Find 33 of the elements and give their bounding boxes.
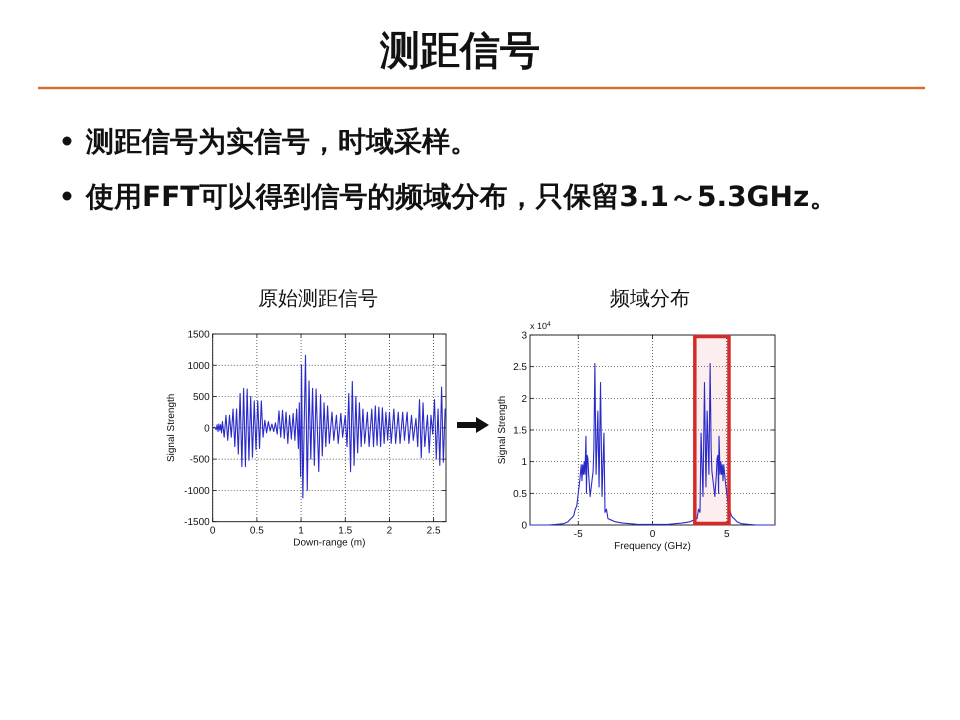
chart-title: 频域分布 [610,286,690,310]
chart-title: 原始测距信号 [258,286,378,310]
line-series [529,362,776,526]
text: 测距信号 [379,28,540,74]
y-tick-label: 0.5 [513,488,528,500]
y-tick-label: 2 [521,394,528,405]
x-tick-label: -5 [574,529,584,540]
y-tick-label: 1.5 [513,426,528,436]
y-tick-label: 1500 [187,330,210,340]
y-tick-label: 1 [521,457,528,468]
y-tick-label: 500 [193,392,210,404]
y-tick-label: 3 [521,330,528,342]
y-axis-title: Signal Strength [166,394,177,462]
x-tick-label: 0 [650,529,656,540]
x-axis-title: Frequency (GHz) [614,541,691,552]
y-tick-label: -500 [190,454,210,466]
x-tick-label: 2 [386,526,393,537]
x-tick-label: 1 [298,526,304,537]
text: x 10$^{4}$ [530,320,552,331]
text: 测距信号为实信号，时域采样。 [85,125,478,158]
y-tick-label: 2.5 [513,362,528,374]
y-axis-title: Signal Strength [497,396,508,464]
y-tick-label: -1000 [184,486,210,497]
x-tick-label: 5 [724,529,730,540]
text: 使用FFT可以得到信号的频域分布，只保留3.1～5.3GHz。 [85,180,838,213]
y-tick-label: -1500 [184,517,210,528]
x-tick-label: 0.5 [250,526,264,537]
x-tick-label: 1.5 [338,526,353,537]
line-series [212,354,447,498]
y-tick-label: 1000 [187,360,210,372]
y-tick-label: 0 [204,423,210,434]
x-axis-title: Down-range (m) [293,538,366,549]
x-tick-label: 2.5 [426,526,442,537]
